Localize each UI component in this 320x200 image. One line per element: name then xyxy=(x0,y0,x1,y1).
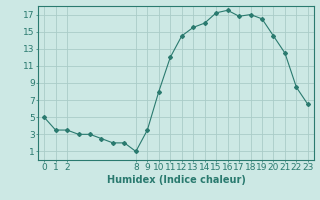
X-axis label: Humidex (Indice chaleur): Humidex (Indice chaleur) xyxy=(107,175,245,185)
